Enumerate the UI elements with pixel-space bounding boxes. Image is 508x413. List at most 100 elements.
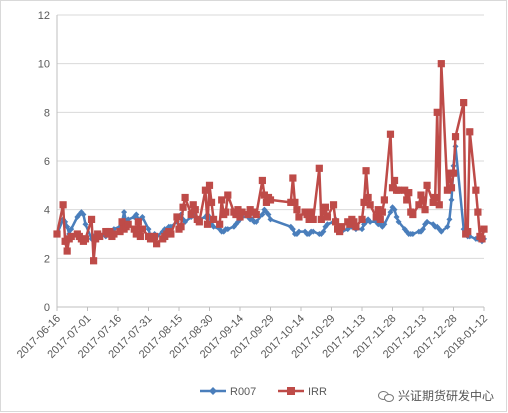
data-point bbox=[446, 216, 453, 223]
data-point bbox=[307, 208, 315, 216]
data-point bbox=[336, 227, 344, 236]
data-point bbox=[393, 213, 400, 220]
data-point bbox=[265, 211, 272, 218]
data-point bbox=[238, 208, 246, 216]
data-point bbox=[191, 206, 199, 214]
data-point bbox=[378, 208, 386, 216]
data-point bbox=[295, 213, 303, 221]
series-irr bbox=[53, 60, 488, 265]
data-point bbox=[289, 226, 296, 233]
data-point bbox=[376, 215, 384, 223]
data-point bbox=[64, 223, 71, 230]
data-point bbox=[136, 232, 144, 241]
data-point bbox=[153, 240, 161, 248]
legend-label: R007 bbox=[230, 386, 256, 398]
data-point bbox=[224, 226, 231, 233]
watermark-text: 兴证期货研发中心 bbox=[397, 389, 494, 403]
data-point bbox=[331, 218, 340, 226]
data-point bbox=[431, 193, 439, 202]
data-point bbox=[433, 108, 441, 116]
data-point bbox=[134, 218, 142, 226]
data-point bbox=[472, 186, 480, 194]
data-point bbox=[320, 228, 327, 235]
data-point bbox=[222, 208, 230, 216]
data-point bbox=[447, 184, 456, 192]
data-point bbox=[293, 206, 301, 214]
y-tick-label: 6 bbox=[44, 156, 50, 168]
data-point bbox=[207, 198, 216, 206]
data-point bbox=[317, 215, 325, 223]
y-tick-label: 10 bbox=[38, 59, 50, 71]
data-point bbox=[324, 221, 331, 228]
data-point bbox=[138, 225, 146, 233]
data-point bbox=[401, 186, 409, 194]
data-point bbox=[181, 193, 189, 202]
data-point bbox=[110, 230, 118, 238]
data-point bbox=[87, 215, 96, 223]
y-tick-label: 12 bbox=[38, 10, 50, 22]
y-tick-label: 4 bbox=[44, 205, 50, 217]
data-point bbox=[258, 176, 266, 185]
data-point bbox=[438, 228, 445, 235]
data-point bbox=[216, 220, 224, 228]
data-point bbox=[415, 201, 423, 209]
data-point bbox=[289, 174, 297, 182]
data-point bbox=[451, 133, 460, 141]
x-tick-labels: 2017-06-162017-07-012017-07-162017-07-31… bbox=[15, 313, 490, 361]
data-point bbox=[449, 169, 458, 177]
y-tick-label: 0 bbox=[44, 302, 50, 314]
data-point bbox=[260, 191, 268, 199]
data-point bbox=[409, 231, 416, 237]
data-point bbox=[116, 227, 124, 236]
data-point bbox=[210, 223, 217, 230]
data-point bbox=[130, 225, 138, 233]
data-point bbox=[287, 198, 295, 206]
data-point bbox=[464, 227, 472, 236]
data-point bbox=[92, 235, 100, 243]
data-point bbox=[124, 220, 132, 228]
data-point bbox=[145, 226, 152, 233]
data-point bbox=[310, 228, 317, 235]
data-point bbox=[388, 184, 397, 192]
data-point bbox=[218, 196, 226, 204]
data-point bbox=[90, 257, 98, 265]
axes bbox=[56, 15, 485, 311]
data-point bbox=[203, 220, 212, 228]
data-point bbox=[366, 201, 374, 209]
data-point bbox=[409, 210, 417, 219]
data-point bbox=[179, 203, 187, 211]
data-point bbox=[380, 196, 388, 204]
data-point bbox=[419, 196, 427, 204]
data-point bbox=[321, 203, 329, 211]
data-point bbox=[315, 164, 323, 172]
data-point bbox=[151, 232, 159, 241]
data-point bbox=[232, 210, 240, 219]
y-tick-labels: 0 2 4 6 8 10 12 bbox=[38, 10, 50, 314]
data-point bbox=[106, 227, 114, 236]
data-point bbox=[305, 215, 313, 223]
data-point bbox=[374, 206, 382, 214]
data-point bbox=[480, 225, 488, 233]
data-point bbox=[59, 201, 67, 209]
data-point bbox=[443, 186, 451, 194]
data-point bbox=[187, 210, 195, 219]
data-point bbox=[448, 196, 455, 203]
data-point bbox=[319, 208, 327, 216]
data-point bbox=[360, 198, 368, 206]
data-point bbox=[53, 230, 61, 238]
data-point bbox=[167, 230, 175, 238]
legend-entry-r007: R007 bbox=[200, 386, 256, 398]
data-point bbox=[417, 191, 425, 199]
data-point bbox=[291, 198, 299, 206]
data-point bbox=[364, 193, 372, 202]
data-point bbox=[474, 208, 482, 216]
data-point bbox=[252, 210, 260, 219]
data-point bbox=[253, 218, 260, 225]
data-point bbox=[236, 213, 244, 221]
data-point bbox=[358, 215, 366, 223]
data-point bbox=[424, 218, 431, 225]
data-point bbox=[323, 213, 332, 221]
data-point bbox=[444, 223, 451, 230]
data-point bbox=[338, 223, 346, 231]
